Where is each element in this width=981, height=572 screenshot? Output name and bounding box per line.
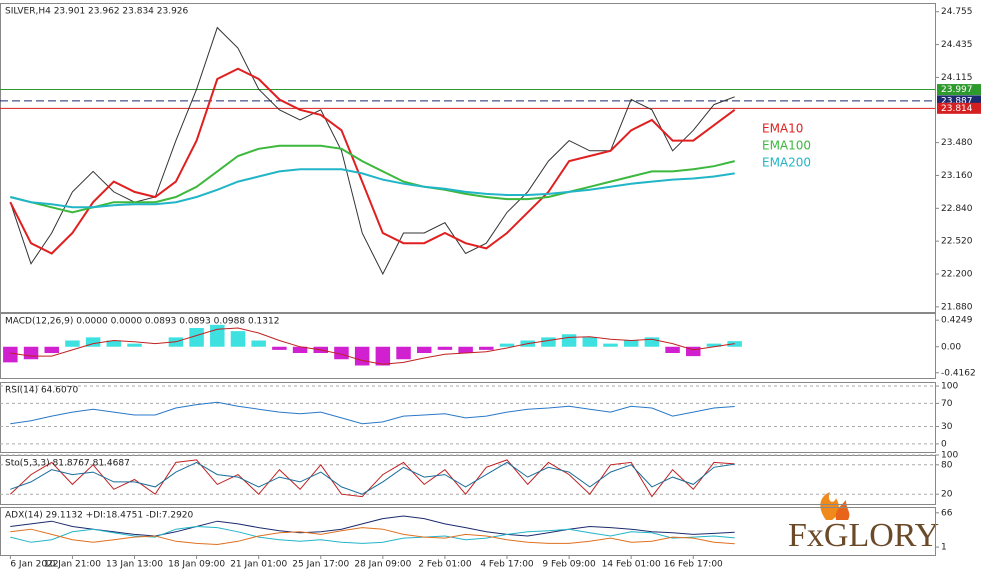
y-tick-label: 23.480 (941, 138, 973, 148)
histogram-bar (375, 346, 391, 366)
histogram-bar (272, 346, 287, 350)
price-level-box (937, 102, 981, 114)
histogram-bar (416, 346, 432, 353)
y-tick-label: 22.520 (941, 237, 973, 247)
histogram-bar (334, 346, 349, 360)
x-tick-label: 2 Feb 01:00 (418, 560, 472, 570)
y-tick-label: 100 (941, 382, 958, 392)
histogram-bar (127, 343, 142, 347)
histogram-bar (686, 346, 701, 357)
histogram-bar (582, 337, 598, 347)
histogram-bar (479, 346, 494, 350)
y-tick-label: 80 (941, 460, 953, 470)
x-tick-label: 21 Jan 01:00 (230, 560, 287, 570)
series-line (9, 459, 735, 498)
panel-title: SILVER,H4 23.901 23.962 23.834 23.926 (5, 7, 189, 17)
x-tick-label: 9 Feb 09:00 (542, 560, 596, 570)
price-level-label: 23.997 (941, 85, 973, 95)
legend-entry: EMA200 (762, 156, 811, 170)
histogram-bar (437, 346, 453, 350)
panel-title: MACD(12,26,9) 0.0000 0.0000 0.0893 0.089… (5, 317, 279, 327)
histogram-bar (3, 346, 18, 363)
y-tick-label: 24.115 (941, 73, 973, 83)
y-tick-label: 70 (941, 399, 953, 409)
y-tick-label: 1 (941, 543, 947, 553)
y-tick-label: 24.435 (941, 40, 973, 50)
x-tick-label: 4 Feb 17:00 (480, 560, 534, 570)
histogram-bar (644, 337, 660, 347)
panel-frame (0, 382, 936, 453)
histogram-bar (23, 346, 39, 360)
legend-entry: EMA100 (762, 139, 811, 153)
x-tick-label: 10 Jan 21:00 (44, 560, 101, 570)
x-tick-label: 25 Jan 17:00 (292, 560, 349, 570)
series-line (10, 527, 735, 546)
series-line (10, 461, 735, 495)
series-line (10, 515, 735, 537)
histogram-bar (541, 337, 556, 347)
price-level-label: 23.887 (941, 96, 973, 106)
x-tick-label: 18 Jan 09:00 (168, 560, 225, 570)
panel-frame (0, 507, 936, 556)
histogram-bar (354, 346, 370, 366)
series-line (10, 168, 735, 209)
histogram-bar (230, 331, 246, 347)
histogram-bar (251, 340, 266, 347)
logo-text: FxGLORY (788, 517, 939, 554)
x-tick-label: 16 Feb 17:00 (664, 560, 723, 570)
panel-title: ADX(14) 29.1132 +DI:18.4751 -DI:7.2920 (5, 511, 194, 521)
series-line (9, 26, 735, 276)
histogram-bar (603, 343, 618, 347)
legend-entry: EMA10 (762, 122, 803, 136)
histogram-bar (85, 337, 101, 347)
x-tick-label: 13 Jan 13:00 (106, 560, 163, 570)
histogram-bar (396, 346, 411, 360)
y-tick-label: 22.200 (941, 270, 973, 280)
y-tick-label: 0 (941, 439, 947, 449)
histogram-bar (44, 346, 59, 353)
y-tick-label: 0.00 (941, 342, 961, 352)
histogram-bar (65, 340, 80, 347)
y-tick-label: 20 (941, 490, 953, 500)
x-tick-label: 6 Jan 2022 (10, 560, 58, 570)
price-level-box (937, 84, 981, 96)
price-level-label: 23.814 (941, 104, 973, 114)
histogram-bar (706, 343, 722, 347)
y-tick-label: 22.840 (941, 204, 973, 214)
x-tick-label: 28 Jan 09:00 (354, 560, 411, 570)
series-line (10, 327, 735, 365)
panel-frame (0, 313, 936, 379)
panel-title: Sto(5,3,3) 81.8767 81.4687 (5, 459, 130, 469)
series-line (9, 67, 736, 255)
histogram-bar (499, 343, 515, 347)
histogram-bar (458, 346, 473, 353)
price-level-box (937, 95, 981, 107)
series-line (10, 525, 735, 544)
histogram-bar (623, 340, 639, 347)
y-tick-label: 21.880 (941, 302, 973, 312)
y-tick-label: 0.4249 (941, 316, 973, 326)
histogram-bar (189, 328, 204, 347)
logo: FxGLORY (788, 492, 939, 554)
histogram-bar (561, 334, 577, 347)
x-tick-label: 14 Feb 01:00 (602, 560, 661, 570)
y-tick-label: 30 (941, 422, 953, 432)
histogram-bar (106, 340, 122, 347)
y-tick-label: 23.160 (941, 171, 973, 181)
logo-flame (820, 492, 839, 520)
panel-title: RSI(14) 64.6070 (5, 386, 78, 396)
y-tick-label: 24.755 (941, 7, 973, 17)
series-line (10, 401, 735, 425)
histogram-bar (292, 346, 308, 353)
histogram-bar (210, 324, 225, 347)
y-tick-label: 100 (941, 451, 958, 461)
y-tick-label: -0.4162 (941, 368, 976, 378)
series-line (10, 144, 735, 214)
histogram-bar (665, 346, 680, 353)
panel-frame (0, 3, 936, 313)
y-tick-label: 66 (941, 508, 953, 518)
